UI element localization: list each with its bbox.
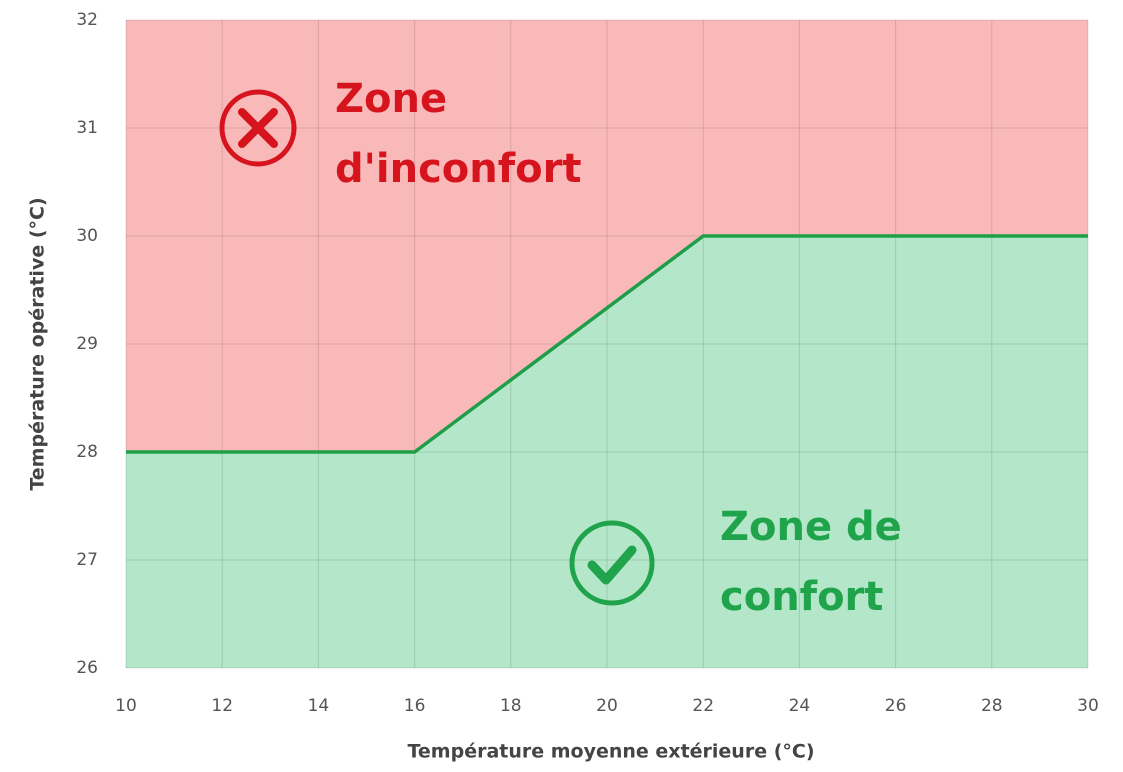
comfort-icon bbox=[587, 545, 637, 585]
x-tick-label: 14 bbox=[308, 696, 330, 716]
y-tick-label: 27 bbox=[76, 550, 98, 570]
x-tick-label: 26 bbox=[885, 696, 907, 716]
y-tick-label: 32 bbox=[76, 10, 98, 30]
x-tick-label: 20 bbox=[596, 696, 618, 716]
y-tick-label: 30 bbox=[76, 226, 98, 246]
y-tick-label: 28 bbox=[76, 442, 98, 462]
comfort-area bbox=[126, 236, 1088, 668]
x-tick-label: 22 bbox=[692, 696, 714, 716]
y-axis-label: Température opérative (°C) bbox=[27, 197, 49, 490]
discomfort-icon bbox=[238, 108, 278, 148]
threshold-line bbox=[126, 234, 1088, 454]
zone-label: confort bbox=[720, 574, 883, 620]
zone-label: Zone bbox=[335, 76, 447, 122]
x-tick-label: 16 bbox=[404, 696, 426, 716]
zone-label: d'inconfort bbox=[335, 146, 581, 192]
zone-label: Zone de bbox=[720, 504, 902, 550]
y-tick-label: 29 bbox=[76, 334, 98, 354]
x-tick-label: 12 bbox=[211, 696, 233, 716]
x-tick-label: 10 bbox=[115, 696, 137, 716]
x-axis-label: Température moyenne extérieure (°C) bbox=[407, 741, 814, 763]
x-tick-label: 24 bbox=[789, 696, 811, 716]
discomfort-area bbox=[126, 20, 1088, 452]
x-tick-label: 18 bbox=[500, 696, 522, 716]
y-tick-label: 31 bbox=[76, 118, 98, 138]
x-tick-label: 28 bbox=[981, 696, 1003, 716]
x-tick-label: 30 bbox=[1077, 696, 1099, 716]
discomfort-icon bbox=[219, 89, 297, 167]
y-tick-label: 26 bbox=[76, 658, 98, 678]
comfort-icon bbox=[569, 520, 655, 606]
